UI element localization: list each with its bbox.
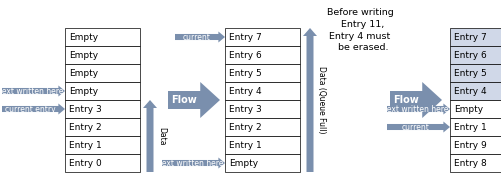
Bar	[225, 154, 300, 172]
Bar	[450, 100, 501, 118]
Text: Entry 4: Entry 4	[454, 87, 486, 96]
Text: Empty: Empty	[454, 105, 483, 113]
Bar	[450, 82, 501, 100]
Polygon shape	[175, 32, 225, 43]
Bar	[225, 46, 300, 64]
Text: next written here: next written here	[382, 105, 448, 113]
Bar	[450, 136, 501, 154]
Bar	[65, 28, 140, 46]
Bar	[450, 46, 501, 64]
Bar	[65, 136, 140, 154]
Text: Data (Queue Full): Data (Queue Full)	[317, 66, 326, 134]
Bar	[225, 64, 300, 82]
Bar	[65, 64, 140, 82]
Polygon shape	[390, 82, 442, 118]
Bar	[450, 64, 501, 82]
Polygon shape	[2, 85, 65, 97]
Bar	[65, 46, 140, 64]
Text: Entry 9: Entry 9	[454, 141, 487, 150]
Text: Data: Data	[157, 127, 166, 145]
Text: Entry 6: Entry 6	[229, 51, 262, 59]
Text: Entry 1: Entry 1	[69, 141, 102, 150]
Bar	[450, 28, 501, 46]
Text: Empty: Empty	[229, 159, 258, 168]
Bar	[450, 154, 501, 172]
Text: Entry 8: Entry 8	[454, 159, 487, 168]
Text: Entry 2: Entry 2	[229, 122, 262, 131]
Text: Entry 5: Entry 5	[229, 68, 262, 77]
Text: Empty: Empty	[69, 51, 98, 59]
Polygon shape	[387, 121, 450, 132]
Text: Entry 4: Entry 4	[229, 87, 262, 96]
Bar	[225, 82, 300, 100]
Text: Entry 3: Entry 3	[69, 105, 102, 113]
Text: Entry 7: Entry 7	[229, 33, 262, 42]
Text: current entry: current entry	[5, 105, 56, 113]
Text: next written here: next written here	[157, 159, 223, 168]
Text: current: current	[401, 122, 429, 131]
Bar	[65, 82, 140, 100]
Polygon shape	[387, 104, 450, 114]
Text: Flow: Flow	[171, 95, 197, 105]
Bar	[450, 118, 501, 136]
Bar	[65, 154, 140, 172]
Bar	[65, 118, 140, 136]
Text: Entry 5: Entry 5	[454, 68, 487, 77]
Text: Flow: Flow	[393, 95, 419, 105]
Text: Entry 6: Entry 6	[454, 51, 487, 59]
Text: Empty: Empty	[69, 33, 98, 42]
Text: Entry 7: Entry 7	[454, 33, 487, 42]
Bar	[225, 136, 300, 154]
Polygon shape	[143, 100, 157, 172]
Bar	[225, 118, 300, 136]
Text: next written here: next written here	[0, 87, 64, 96]
Text: current: current	[183, 33, 210, 42]
Bar	[225, 28, 300, 46]
Polygon shape	[2, 104, 65, 114]
Text: Entry 1: Entry 1	[229, 141, 262, 150]
Text: Empty: Empty	[69, 87, 98, 96]
Text: Entry 3: Entry 3	[229, 105, 262, 113]
Polygon shape	[162, 158, 225, 168]
Bar	[225, 100, 300, 118]
Text: Entry 1: Entry 1	[454, 122, 487, 131]
Bar	[65, 100, 140, 118]
Polygon shape	[168, 82, 220, 118]
Polygon shape	[303, 28, 317, 172]
Text: Entry 2: Entry 2	[69, 122, 102, 131]
Text: Before writing
  Entry 11,
Entry 4 must
  be erased.: Before writing Entry 11, Entry 4 must be…	[327, 8, 393, 52]
Text: Entry 0: Entry 0	[69, 159, 102, 168]
Text: Empty: Empty	[69, 68, 98, 77]
